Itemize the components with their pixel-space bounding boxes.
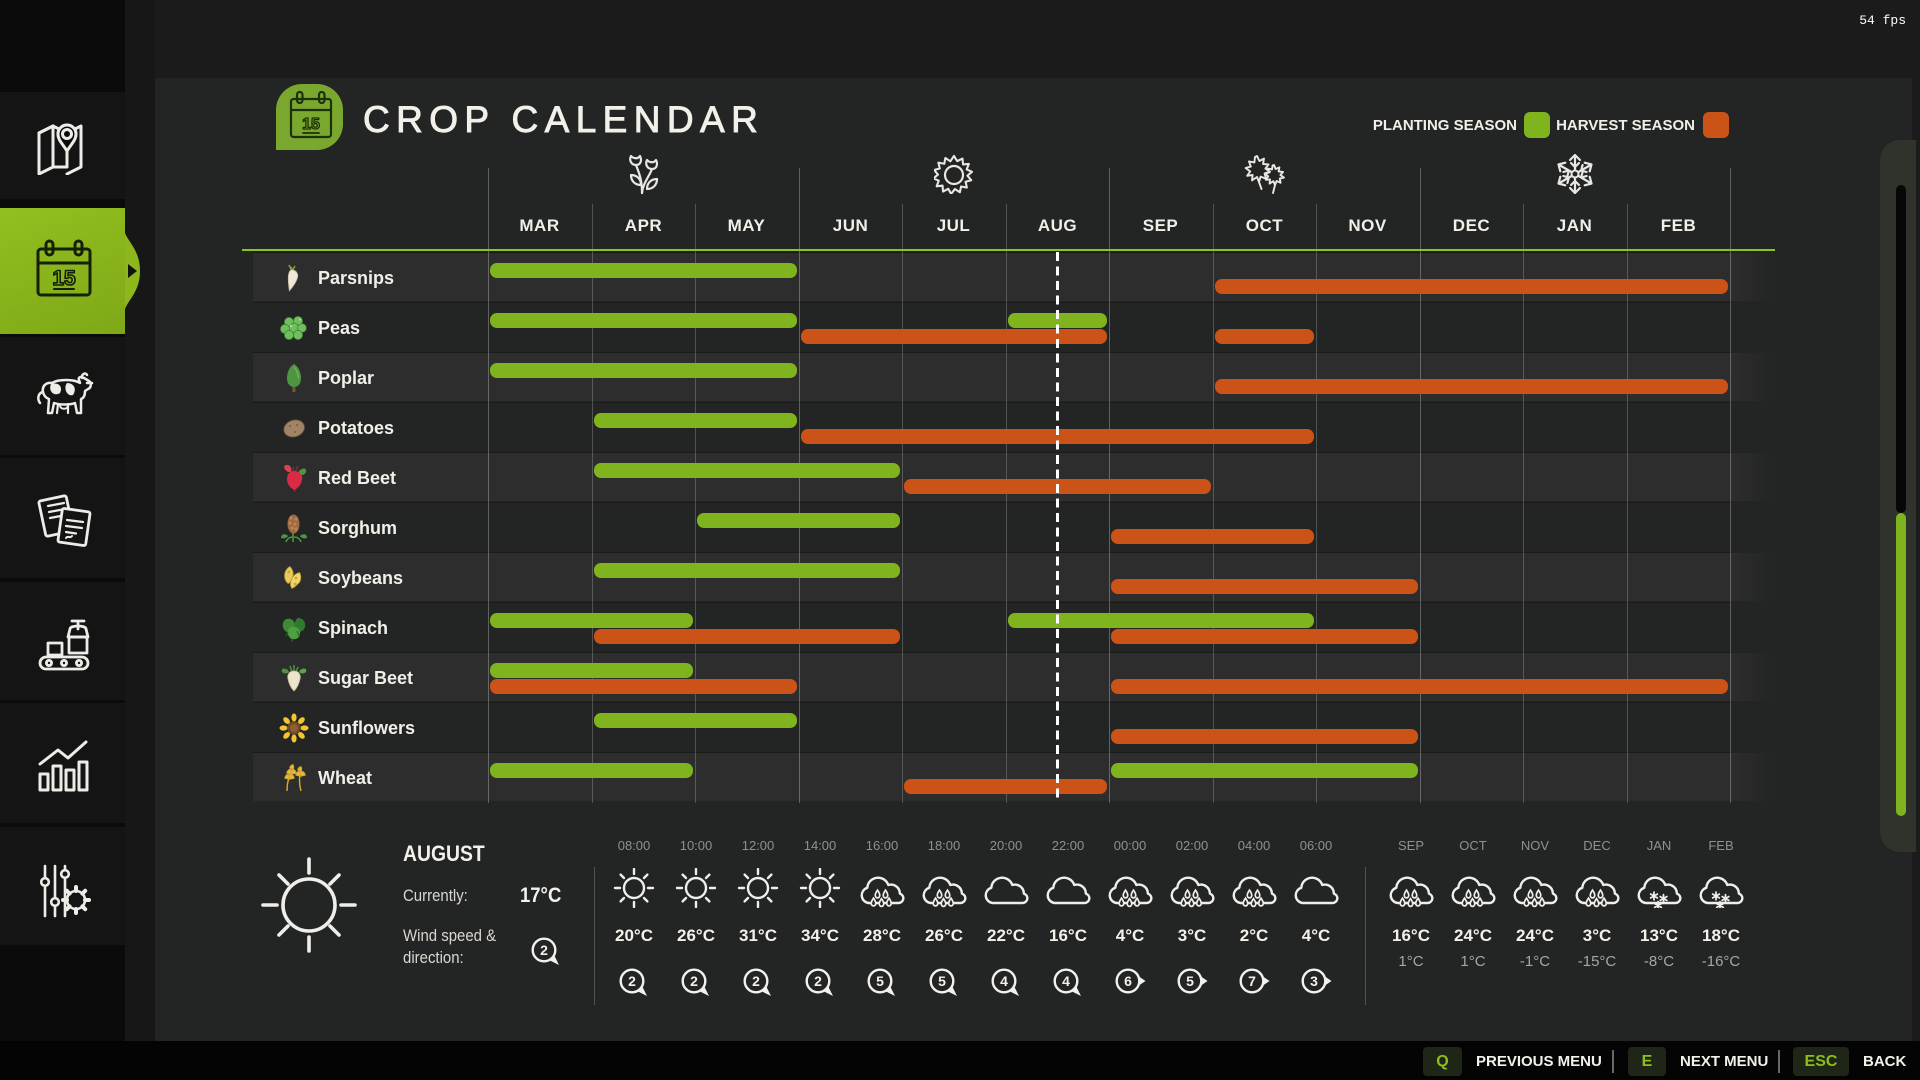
svg-text:4: 4 (1000, 973, 1008, 989)
svg-text:15: 15 (302, 116, 320, 133)
svg-text:4: 4 (1062, 973, 1070, 989)
svg-text:6: 6 (1124, 973, 1132, 989)
svg-text:3: 3 (1310, 973, 1318, 989)
svg-text:2: 2 (814, 973, 822, 989)
svg-text:2: 2 (752, 973, 760, 989)
svg-text:5: 5 (1186, 973, 1194, 989)
svg-text:2: 2 (628, 973, 636, 989)
svg-text:5: 5 (876, 973, 884, 989)
svg-text:7: 7 (1248, 973, 1256, 989)
svg-text:2: 2 (540, 942, 548, 958)
svg-text:2: 2 (690, 973, 698, 989)
svg-text:5: 5 (938, 973, 946, 989)
svg-text:15: 15 (52, 267, 76, 290)
